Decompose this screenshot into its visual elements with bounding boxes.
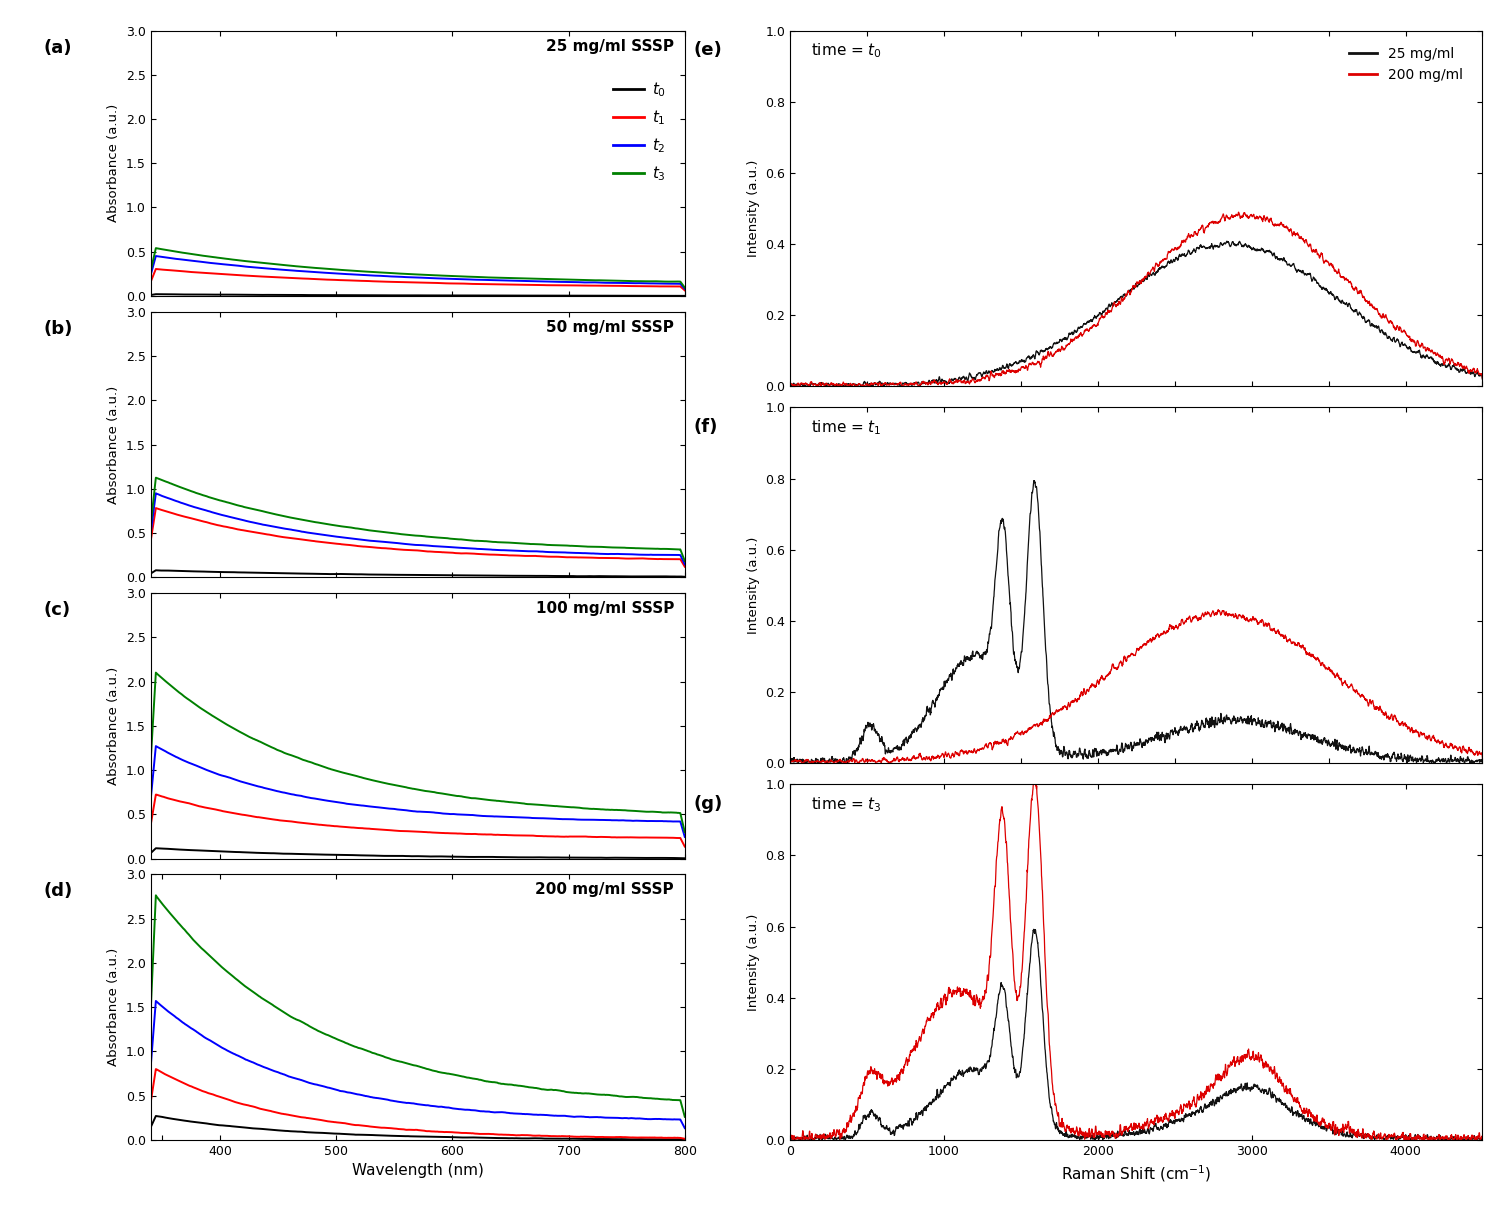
Text: (f): (f) [694, 418, 718, 437]
Text: (b): (b) [44, 320, 74, 338]
Text: time = $t_0$: time = $t_0$ [811, 42, 882, 60]
Text: time = $t_3$: time = $t_3$ [811, 795, 882, 813]
Text: (e): (e) [694, 42, 722, 59]
Y-axis label: Absorbance (a.u.): Absorbance (a.u.) [107, 948, 120, 1066]
Y-axis label: Absorbance (a.u.): Absorbance (a.u.) [107, 385, 120, 504]
Text: (g): (g) [694, 795, 722, 813]
Y-axis label: Intensity (a.u.): Intensity (a.u.) [746, 160, 760, 257]
Text: 25 mg/ml SSSP: 25 mg/ml SSSP [546, 39, 674, 54]
X-axis label: Raman Shift (cm$^{-1}$): Raman Shift (cm$^{-1}$) [1061, 1163, 1212, 1184]
Text: (d): (d) [44, 883, 72, 900]
Text: 200 mg/ml SSSP: 200 mg/ml SSSP [536, 883, 674, 898]
Y-axis label: Absorbance (a.u.): Absorbance (a.u.) [107, 667, 120, 785]
Legend: $t_0$, $t_1$, $t_2$, $t_3$: $t_0$, $t_1$, $t_2$, $t_3$ [608, 75, 671, 188]
Text: time = $t_1$: time = $t_1$ [811, 418, 882, 437]
Text: (c): (c) [44, 602, 71, 619]
Y-axis label: Intensity (a.u.): Intensity (a.u.) [746, 537, 760, 634]
Y-axis label: Intensity (a.u.): Intensity (a.u.) [746, 914, 760, 1010]
Text: 100 mg/ml SSSP: 100 mg/ml SSSP [536, 602, 674, 616]
Text: (a): (a) [44, 39, 72, 56]
Y-axis label: Absorbance (a.u.): Absorbance (a.u.) [107, 104, 120, 223]
Text: 50 mg/ml SSSP: 50 mg/ml SSSP [546, 320, 674, 335]
Legend: 25 mg/ml, 200 mg/ml: 25 mg/ml, 200 mg/ml [1344, 42, 1469, 87]
X-axis label: Wavelength (nm): Wavelength (nm) [352, 1163, 483, 1178]
